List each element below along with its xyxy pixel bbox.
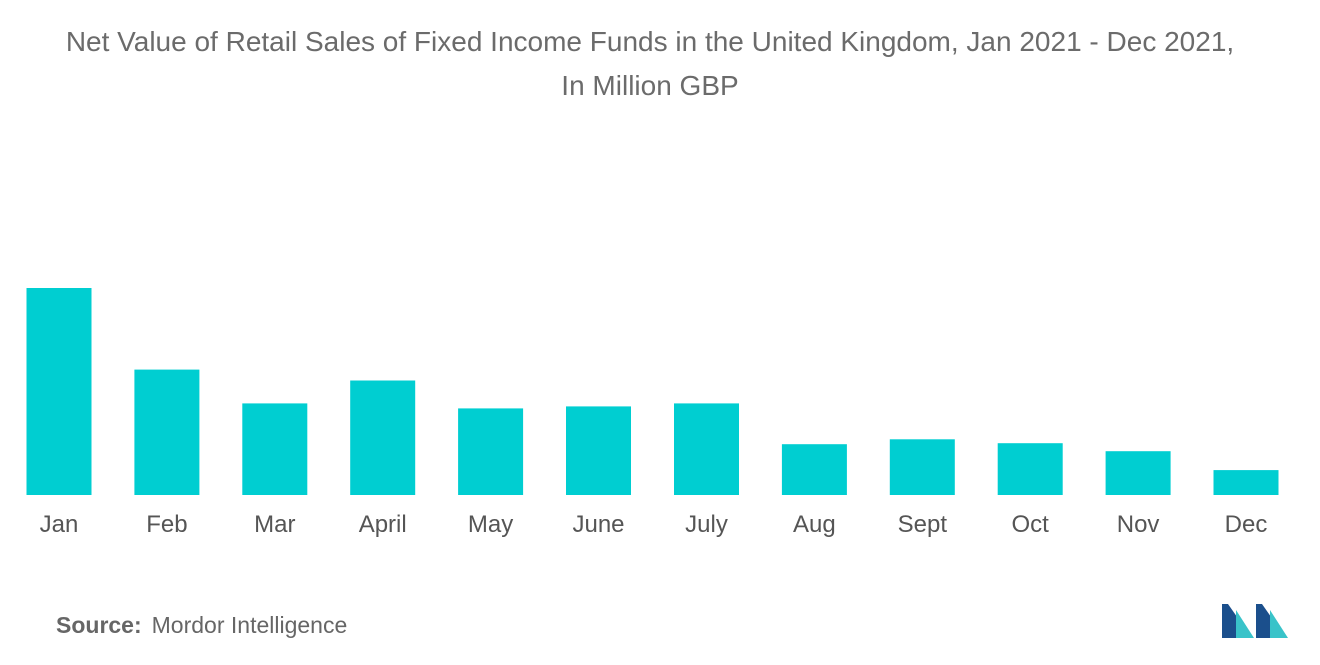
- x-tick-label: Aug: [793, 511, 836, 538]
- x-tick-label: June: [572, 511, 624, 538]
- bar-sept: [889, 439, 955, 495]
- bar-nov: [1105, 451, 1171, 495]
- bar-may: [458, 408, 524, 495]
- x-tick-label: July: [685, 511, 728, 538]
- bar-dec: [1213, 470, 1279, 495]
- x-tick-label: April: [359, 511, 407, 538]
- x-tick-label: Nov: [1117, 511, 1160, 538]
- x-tick-label: Feb: [146, 511, 187, 538]
- x-tick-label: Mar: [254, 511, 295, 538]
- bar-jan: [26, 288, 92, 495]
- source-text: Mordor Intelligence: [151, 612, 348, 638]
- source-note: Source: Mordor Intelligence: [56, 612, 347, 639]
- bar-mar: [242, 403, 308, 495]
- chart-title-line-2: In Million GBP: [561, 70, 739, 101]
- source-label: Source:: [56, 612, 142, 638]
- bar-aug: [781, 444, 847, 495]
- mordor-intelligence-logo-icon: [1222, 604, 1288, 638]
- x-tick-label: Dec: [1225, 511, 1268, 538]
- bar-feb: [134, 369, 200, 495]
- x-tick-label: May: [468, 511, 513, 538]
- bar-oct: [997, 443, 1063, 495]
- x-tick-label: Jan: [40, 511, 79, 538]
- chart-title-line-1: Net Value of Retail Sales of Fixed Incom…: [65, 26, 1235, 57]
- bar-june: [566, 406, 631, 495]
- chart-title: Net Value of Retail Sales of Fixed Incom…: [0, 20, 1300, 108]
- bar-april: [350, 380, 416, 495]
- bar-july: [674, 403, 739, 495]
- x-tick-label: Sept: [898, 511, 948, 538]
- x-tick-label: Oct: [1012, 511, 1050, 538]
